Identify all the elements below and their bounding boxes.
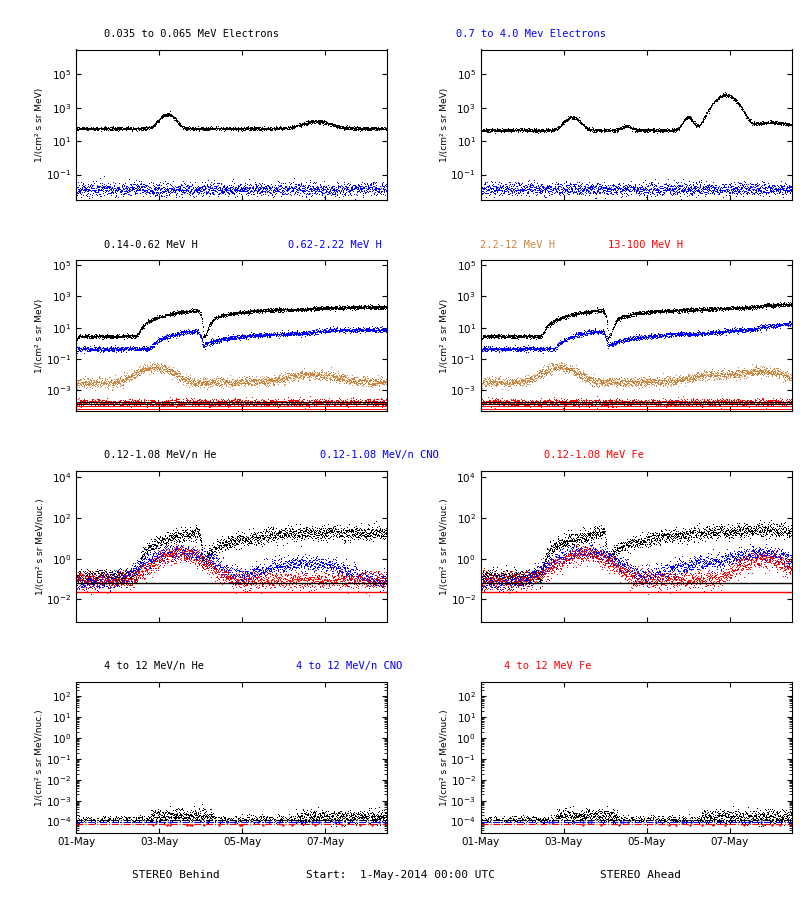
Text: 0.12-1.08 MeV/n CNO: 0.12-1.08 MeV/n CNO: [320, 450, 438, 460]
Text: 0.035 to 0.065 MeV Electrons: 0.035 to 0.065 MeV Electrons: [104, 29, 279, 39]
Y-axis label: 1/(cm² s sr MeV/nuc.): 1/(cm² s sr MeV/nuc.): [35, 498, 45, 595]
Text: 13-100 MeV H: 13-100 MeV H: [608, 239, 683, 249]
Y-axis label: 1/(cm² s sr MeV/nuc.): 1/(cm² s sr MeV/nuc.): [440, 498, 450, 595]
Text: 0.7 to 4.0 Mev Electrons: 0.7 to 4.0 Mev Electrons: [456, 29, 606, 39]
Text: 0.14-0.62 MeV H: 0.14-0.62 MeV H: [104, 239, 198, 249]
Y-axis label: 1/(cm² s sr MeV): 1/(cm² s sr MeV): [35, 87, 44, 162]
Text: 0.62-2.22 MeV H: 0.62-2.22 MeV H: [288, 239, 382, 249]
Text: 4 to 12 MeV Fe: 4 to 12 MeV Fe: [504, 662, 591, 671]
Y-axis label: 1/(cm² s sr MeV/nuc.): 1/(cm² s sr MeV/nuc.): [35, 709, 44, 806]
Y-axis label: 1/(cm² s sr MeV): 1/(cm² s sr MeV): [440, 299, 449, 373]
Text: 0.12-1.08 MeV/n He: 0.12-1.08 MeV/n He: [104, 450, 217, 460]
Text: 2.2-12 MeV H: 2.2-12 MeV H: [480, 239, 555, 249]
Text: 4 to 12 MeV/n CNO: 4 to 12 MeV/n CNO: [296, 662, 402, 671]
Text: Start:  1-May-2014 00:00 UTC: Start: 1-May-2014 00:00 UTC: [306, 869, 494, 879]
Y-axis label: 1/(cm² s sr MeV): 1/(cm² s sr MeV): [35, 299, 44, 373]
Text: STEREO Behind: STEREO Behind: [132, 869, 220, 879]
Text: 4 to 12 MeV/n He: 4 to 12 MeV/n He: [104, 662, 204, 671]
Y-axis label: 1/(cm² s sr MeV): 1/(cm² s sr MeV): [440, 87, 449, 162]
Y-axis label: 1/(cm² s sr MeV/nuc.): 1/(cm² s sr MeV/nuc.): [440, 709, 449, 806]
Text: STEREO Ahead: STEREO Ahead: [599, 869, 681, 879]
Text: 0.12-1.08 MeV Fe: 0.12-1.08 MeV Fe: [544, 450, 644, 460]
